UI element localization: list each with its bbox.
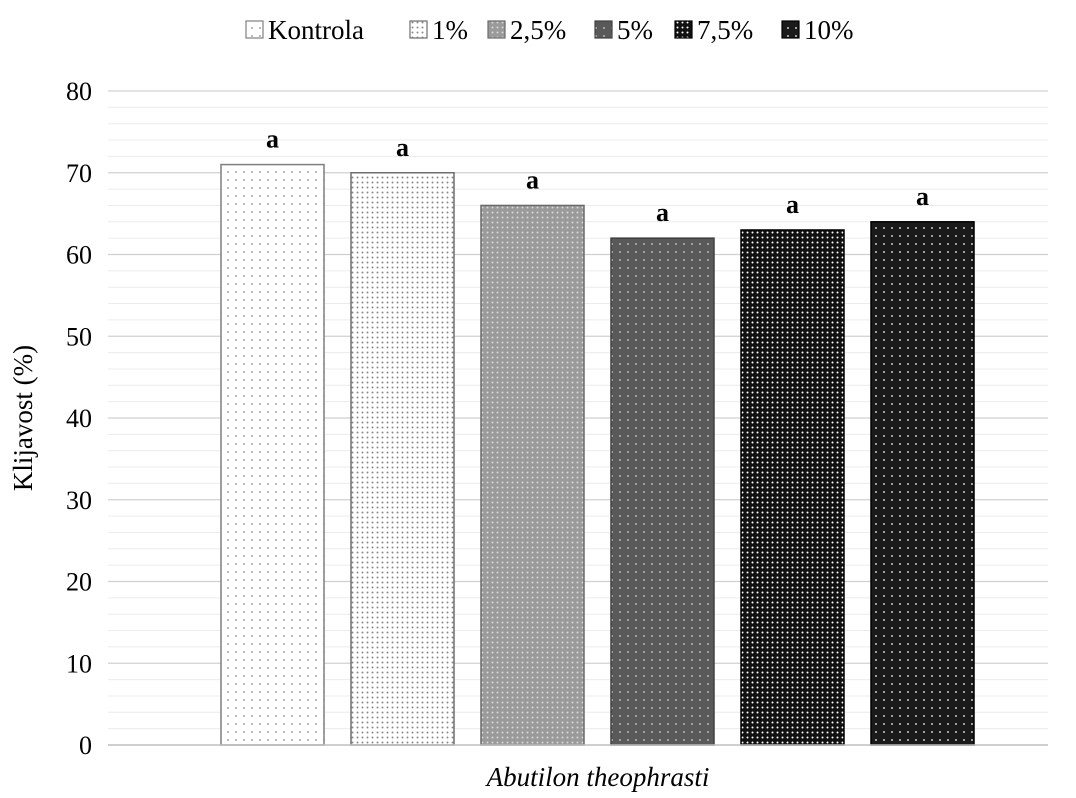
bar-5 [740,229,845,746]
bar-2 [350,172,455,746]
legend-label: 5% [617,15,653,45]
y-tick-label: 20 [66,568,92,597]
y-axis-title: Klijavost (%) [8,345,38,491]
legend-item: 1% [409,15,468,45]
legend: Kontrola 1% 2,5% 5% 7,5% 10% [245,15,854,45]
legend-swatch [487,20,506,39]
legend-label: Kontrola [268,15,364,45]
legend-swatch [674,20,693,39]
legend-label: 7,5% [697,15,753,45]
y-tick-label: 10 [66,649,92,678]
legend-swatch [245,20,264,39]
data-label: a [526,165,539,194]
bar-4 [610,237,715,746]
y-axis-ticks: 0 10 20 30 40 50 60 70 80 [66,77,92,760]
legend-swatch [781,20,800,39]
legend-item: 10% [781,15,854,45]
bar-6 [870,221,975,746]
legend-swatch [409,20,428,39]
data-label: a [786,190,799,219]
legend-item: Kontrola [245,15,364,45]
data-labels: a a a a a a [266,125,929,228]
bars [220,163,975,746]
category-label: Abutilon theophrasti [485,762,710,792]
data-label: a [916,182,929,211]
bar-1 [220,163,325,746]
bar-3 [480,204,585,746]
legend-item: 2,5% [487,15,566,45]
y-tick-label: 60 [66,241,92,270]
data-label: a [656,198,669,227]
legend-swatch [594,20,613,39]
legend-item: 5% [594,15,653,45]
data-label: a [396,133,409,162]
y-tick-label: 40 [66,404,92,433]
legend-label: 10% [804,15,854,45]
y-tick-label: 80 [66,77,92,106]
legend-label: 2,5% [510,15,566,45]
legend-label: 1% [432,15,468,45]
y-tick-label: 0 [79,731,92,760]
y-tick-label: 30 [66,486,92,515]
legend-item: 7,5% [674,15,753,45]
data-label: a [266,125,279,154]
y-tick-label: 70 [66,159,92,188]
y-tick-label: 50 [66,322,92,351]
